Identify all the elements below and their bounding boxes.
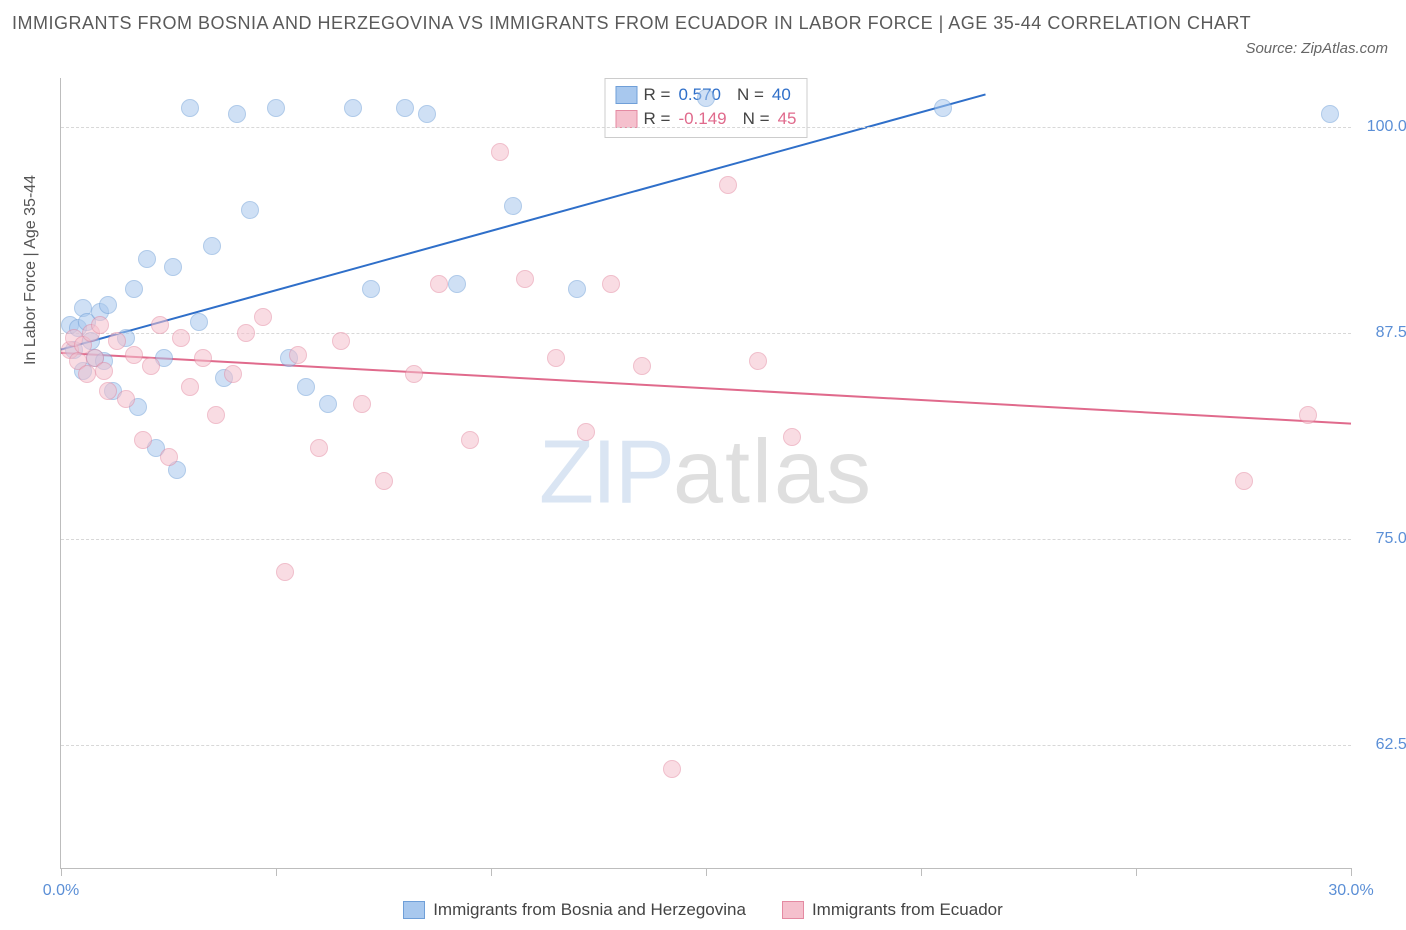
x-tick xyxy=(1136,868,1137,876)
data-point xyxy=(172,329,190,347)
data-point xyxy=(353,395,371,413)
data-point xyxy=(1299,406,1317,424)
data-point xyxy=(1321,105,1339,123)
y-tick-label: 75.0% xyxy=(1361,530,1406,548)
data-point xyxy=(430,275,448,293)
x-tick-label: 30.0% xyxy=(1328,882,1373,900)
legend-n-value: 40 xyxy=(772,83,791,107)
data-point xyxy=(504,197,522,215)
data-point xyxy=(749,352,767,370)
bottom-legend-item: Immigrants from Ecuador xyxy=(782,900,1003,920)
data-point xyxy=(99,382,117,400)
data-point xyxy=(461,431,479,449)
data-point xyxy=(108,332,126,350)
trend-line xyxy=(61,94,986,349)
chart-svg xyxy=(61,78,1351,868)
data-point xyxy=(332,332,350,350)
data-point xyxy=(276,563,294,581)
x-tick xyxy=(921,868,922,876)
data-point xyxy=(237,324,255,342)
chart-plot-area: ZIPatlas R =0.570N =40R =-0.149N =45 62.… xyxy=(60,78,1351,869)
data-point xyxy=(568,280,586,298)
data-point xyxy=(344,99,362,117)
data-point xyxy=(228,105,246,123)
data-point xyxy=(99,296,117,314)
y-tick-label: 87.5% xyxy=(1361,324,1406,342)
data-point xyxy=(396,99,414,117)
data-point xyxy=(164,258,182,276)
grid-line xyxy=(61,745,1351,746)
legend-r-label: R = xyxy=(644,83,671,107)
legend-swatch xyxy=(616,86,638,104)
data-point xyxy=(95,362,113,380)
x-tick xyxy=(276,868,277,876)
data-point xyxy=(491,143,509,161)
data-point xyxy=(1235,472,1253,490)
data-point xyxy=(663,760,681,778)
data-point xyxy=(181,378,199,396)
data-point xyxy=(633,357,651,375)
legend-n-label: N = xyxy=(737,83,764,107)
x-tick xyxy=(1351,868,1352,876)
data-point xyxy=(190,313,208,331)
data-point xyxy=(405,365,423,383)
x-tick xyxy=(61,868,62,876)
data-point xyxy=(783,428,801,446)
data-point xyxy=(125,280,143,298)
data-point xyxy=(547,349,565,367)
data-point xyxy=(241,201,259,219)
data-point xyxy=(181,99,199,117)
data-point xyxy=(516,270,534,288)
data-point xyxy=(375,472,393,490)
data-point xyxy=(194,349,212,367)
data-point xyxy=(310,439,328,457)
data-point xyxy=(117,390,135,408)
data-point xyxy=(934,99,952,117)
data-point xyxy=(207,406,225,424)
y-tick-label: 100.0% xyxy=(1361,118,1406,136)
data-point xyxy=(134,431,152,449)
data-point xyxy=(151,316,169,334)
y-axis-label: In Labor Force | Age 35-44 xyxy=(22,175,40,365)
x-tick xyxy=(706,868,707,876)
grid-line xyxy=(61,539,1351,540)
data-point xyxy=(362,280,380,298)
data-point xyxy=(319,395,337,413)
data-point xyxy=(602,275,620,293)
trend-line xyxy=(61,353,1351,424)
chart-title: IMMIGRANTS FROM BOSNIA AND HERZEGOVINA V… xyxy=(12,10,1394,37)
data-point xyxy=(254,308,272,326)
bottom-legend-label: Immigrants from Bosnia and Herzegovina xyxy=(433,900,746,920)
data-point xyxy=(138,250,156,268)
bottom-legend-label: Immigrants from Ecuador xyxy=(812,900,1003,920)
data-point xyxy=(577,423,595,441)
legend-swatch xyxy=(782,901,804,919)
x-tick-label: 0.0% xyxy=(43,882,79,900)
correlation-legend: R =0.570N =40R =-0.149N =45 xyxy=(605,78,808,138)
data-point xyxy=(125,346,143,364)
legend-swatch xyxy=(403,901,425,919)
bottom-legend-item: Immigrants from Bosnia and Herzegovina xyxy=(403,900,746,920)
data-point xyxy=(448,275,466,293)
data-point xyxy=(91,316,109,334)
data-point xyxy=(224,365,242,383)
grid-line xyxy=(61,127,1351,128)
data-point xyxy=(289,346,307,364)
x-tick xyxy=(491,868,492,876)
data-point xyxy=(697,89,715,107)
data-point xyxy=(418,105,436,123)
data-point xyxy=(267,99,285,117)
data-point xyxy=(297,378,315,396)
source-text: Source: ZipAtlas.com xyxy=(1245,40,1388,57)
legend-swatch xyxy=(616,110,638,128)
data-point xyxy=(78,365,96,383)
data-point xyxy=(203,237,221,255)
data-point xyxy=(142,357,160,375)
bottom-legend: Immigrants from Bosnia and Herzegovina Im… xyxy=(0,900,1406,924)
data-point xyxy=(719,176,737,194)
data-point xyxy=(160,448,178,466)
y-tick-label: 62.5% xyxy=(1361,736,1406,754)
